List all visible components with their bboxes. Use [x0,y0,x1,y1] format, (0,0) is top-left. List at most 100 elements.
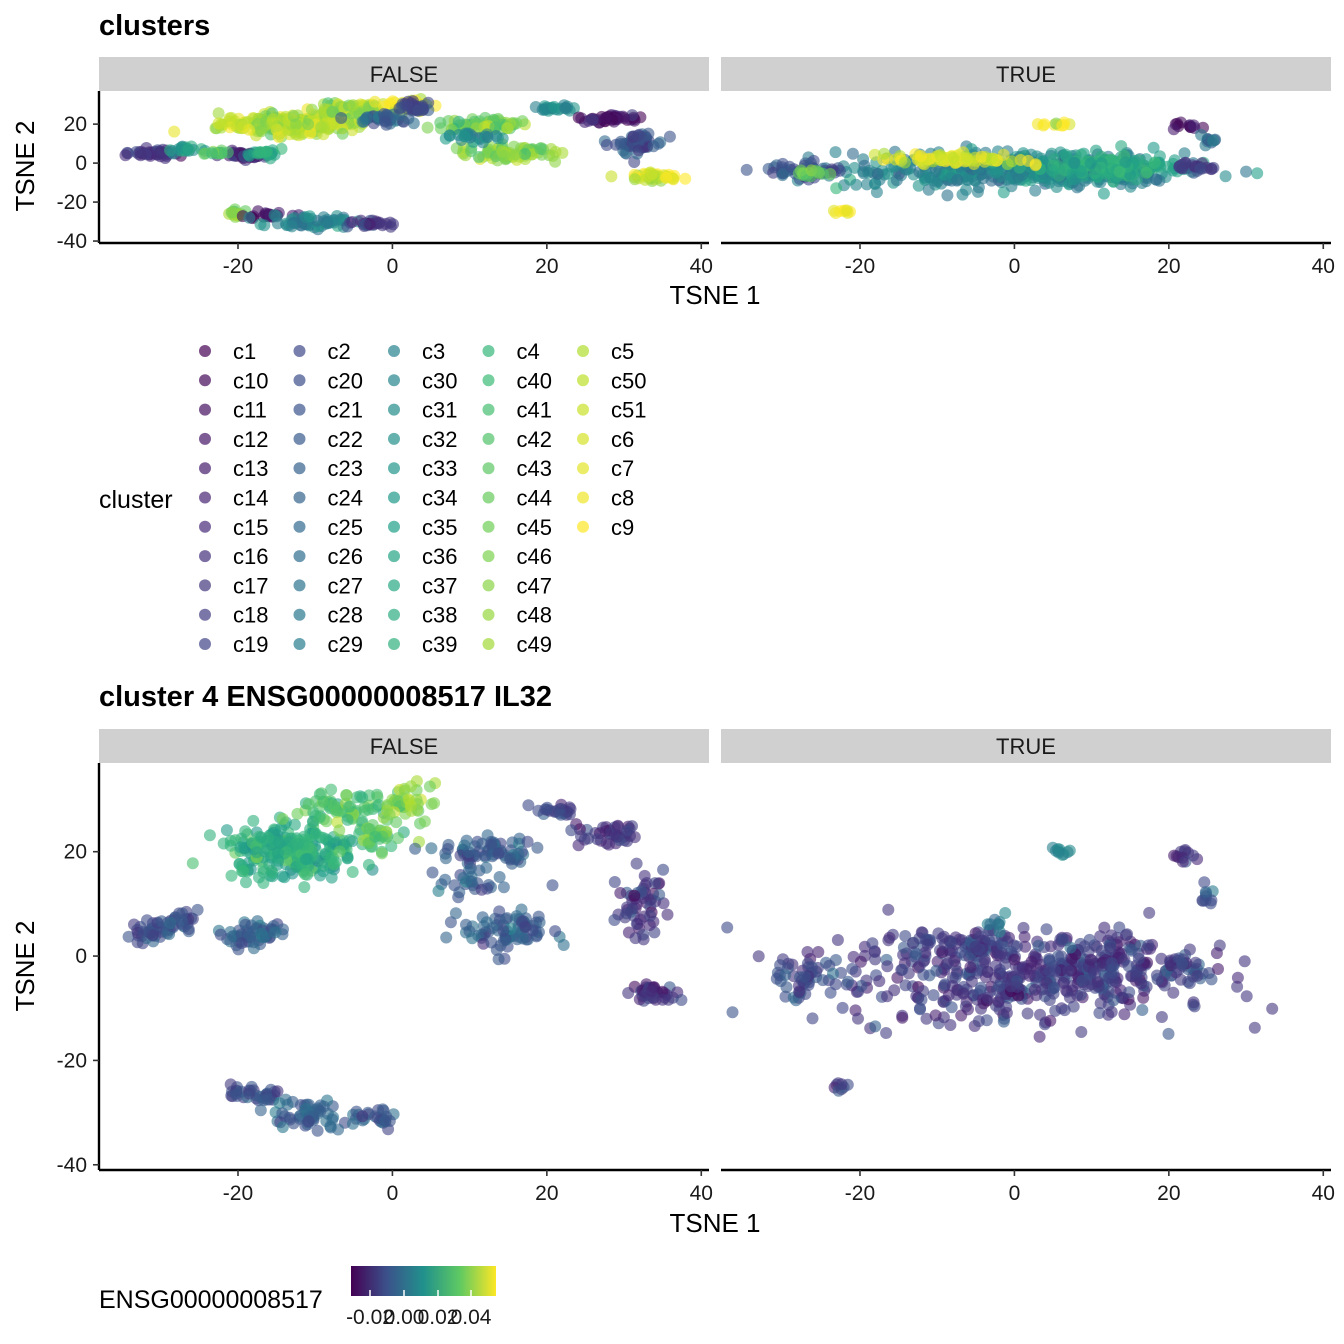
data-point [988,934,1001,947]
colorbar-ticks: -0.020.000.020.04 [346,1290,492,1329]
data-point [913,932,926,945]
data-point [617,112,630,124]
data-point [261,1093,274,1106]
data-point [1251,167,1264,180]
data-point [915,993,928,1006]
legend-label: c3 [422,339,445,364]
x-tick-label: -20 [845,255,875,278]
data-point [432,885,445,897]
data-point [1093,1007,1106,1019]
data-point [325,783,338,796]
data-point [191,903,204,916]
data-point [679,172,692,185]
data-point [1151,973,1164,986]
data-point [647,140,660,153]
data-point [1119,156,1132,169]
data-point [1121,928,1134,941]
data-point [276,812,289,825]
legend-key [577,403,589,416]
data-point [497,924,510,937]
legend-label: c29 [328,632,363,657]
data-point [1038,118,1051,131]
data-point [254,1104,267,1117]
legend-key [482,403,495,416]
legend-key [199,491,211,504]
data-point [516,115,529,128]
data-point [443,129,456,142]
legend-label: c23 [328,456,363,481]
legend-label: c35 [422,515,457,540]
plot1-strip-true-label: TRUE [996,62,1056,87]
data-point [302,118,315,131]
data-point [1191,969,1204,982]
legend-key [199,374,211,387]
legend-key [293,550,306,563]
data-point [855,979,868,992]
y-tick-label: -20 [57,191,87,214]
legend-key [293,520,306,533]
data-point [572,111,585,124]
legend-key [293,462,306,475]
data-point [289,128,302,141]
y-tick-label: -40 [57,1154,87,1177]
data-point [1018,930,1031,943]
legend-key [199,345,211,357]
data-point [509,148,522,161]
legend-key [293,403,306,416]
data-point [243,1087,256,1100]
legend-key [482,608,495,621]
data-point [1028,983,1041,996]
colorbar-tick-label: 0.04 [451,1306,492,1329]
data-point [362,803,375,816]
legend-label: c19 [233,632,268,657]
data-point [1040,923,1053,936]
data-point [376,847,388,860]
data-point [1240,990,1253,1003]
data-point [346,1117,359,1130]
data-point [630,857,643,870]
data-point [846,962,859,975]
data-point [313,811,326,824]
x-tick-label: -20 [223,1182,253,1205]
data-point [531,841,544,854]
data-point [311,1124,324,1137]
legend-label: c4 [517,339,540,364]
x-tick-label: 40 [690,1182,713,1205]
data-point [1046,164,1058,177]
data-point [927,989,940,1002]
data-point [257,866,270,879]
data-point [1075,1026,1088,1038]
legend-label: c31 [422,398,457,423]
data-point [215,118,227,131]
legend-key [482,520,495,533]
data-point [1088,967,1101,980]
legend-key [482,491,495,504]
data-point [466,932,479,945]
data-point [663,130,676,143]
data-point [341,813,354,826]
data-point [302,1115,315,1128]
legend-key [293,638,306,650]
data-point [1025,955,1038,968]
data-point [941,957,954,970]
legend-key [388,520,400,533]
data-point [582,832,595,845]
data-point [485,936,498,949]
data-point [166,144,179,157]
data-point [401,99,414,112]
legend-label: c28 [328,603,363,628]
data-point [852,1012,864,1025]
data-point [376,1103,389,1116]
plot2-strip-false [99,729,709,763]
data-point [632,129,645,142]
data-point [266,116,279,129]
data-point [493,871,506,883]
legend-key [293,491,306,504]
data-point [1205,973,1218,986]
legend-label: c9 [611,515,634,540]
legend-key [199,462,211,475]
data-point [250,846,263,859]
legend-label: c27 [328,573,363,598]
data-point [880,1027,893,1039]
y-tick-label: -40 [57,230,87,253]
